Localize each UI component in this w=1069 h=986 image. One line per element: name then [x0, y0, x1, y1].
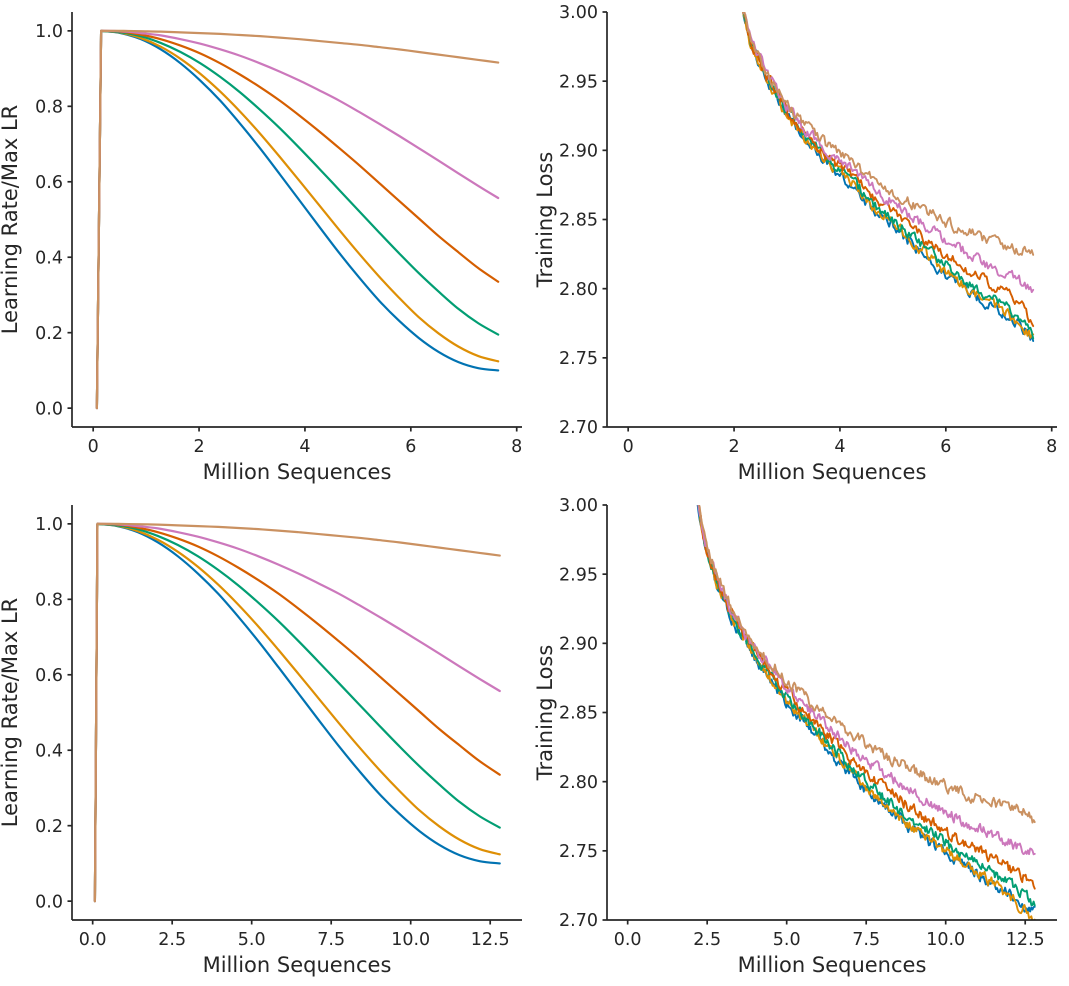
svg-text:2.85: 2.85 — [559, 704, 598, 724]
svg-text:10.0: 10.0 — [926, 930, 965, 950]
svg-text:2.90: 2.90 — [559, 141, 598, 161]
svg-text:0.2: 0.2 — [35, 324, 63, 344]
svg-text:3.00: 3.00 — [559, 496, 598, 516]
svg-text:2: 2 — [193, 437, 204, 457]
chart-lr-schedule-short-canvas: 0 2 4 6 8 0.0 0.2 0.4 0.6 0.8 1.0 Million Sequences… — [0, 12, 522, 484]
svg-text:5.0: 5.0 — [238, 930, 266, 950]
svg-text:12.5: 12.5 — [1006, 930, 1045, 950]
svg-text:0.0: 0.0 — [35, 399, 63, 419]
svg-text:6: 6 — [940, 437, 951, 457]
svg-text:2.75: 2.75 — [559, 349, 598, 369]
svg-text:1.0: 1.0 — [35, 22, 63, 42]
svg-text:Million Sequences: Million Sequences — [738, 953, 927, 977]
svg-text:Million Sequences: Million Sequences — [203, 953, 392, 977]
svg-text:4: 4 — [299, 437, 310, 457]
svg-text:0: 0 — [88, 437, 99, 457]
chart-training-loss-long: 0.0 2.5 5.0 7.5 10.0 12.5 2.70 2.75 2.80 2.85 2.90… — [535, 493, 1069, 986]
svg-text:0: 0 — [623, 437, 634, 457]
svg-text:2.70: 2.70 — [559, 911, 598, 931]
svg-text:2.85: 2.85 — [559, 211, 598, 231]
svg-text:Learning Rate/Max LR: Learning Rate/Max LR — [0, 105, 22, 334]
chart-lr-schedule-short: 0 2 4 6 8 0.0 0.2 0.4 0.6 0.8 1.0 Million Sequences… — [0, 0, 535, 493]
svg-text:2.95: 2.95 — [559, 565, 598, 585]
svg-text:0.2: 0.2 — [35, 817, 63, 837]
svg-text:2.5: 2.5 — [158, 930, 186, 950]
svg-text:12.5: 12.5 — [471, 930, 510, 950]
svg-text:4: 4 — [834, 437, 845, 457]
svg-text:0.8: 0.8 — [35, 97, 63, 117]
chart-lr-schedule-long-canvas: 0.0 2.5 5.0 7.5 10.0 12.5 0.0 0.2 0.4 0.6 0.8 1.0 Mi… — [0, 505, 522, 977]
chart-training-loss-short: 0 2 4 6 8 2.70 2.75 2.80 2.85 2.90 2.95 3.00 Million… — [535, 0, 1069, 493]
svg-text:1.0: 1.0 — [35, 515, 63, 535]
svg-text:Million Sequences: Million Sequences — [203, 460, 392, 484]
svg-text:10.0: 10.0 — [391, 930, 430, 950]
svg-text:5.0: 5.0 — [773, 930, 801, 950]
svg-text:6: 6 — [405, 437, 416, 457]
svg-text:8: 8 — [1046, 437, 1057, 457]
svg-text:8: 8 — [511, 437, 522, 457]
svg-text:Learning Rate/Max LR: Learning Rate/Max LR — [0, 598, 22, 827]
svg-text:2.95: 2.95 — [559, 72, 598, 92]
svg-text:0.4: 0.4 — [35, 248, 63, 268]
svg-text:Training Loss: Training Loss — [535, 645, 557, 782]
svg-text:2.80: 2.80 — [559, 280, 598, 300]
svg-text:Training Loss: Training Loss — [535, 152, 557, 289]
chart-training-loss-long-canvas: 0.0 2.5 5.0 7.5 10.0 12.5 2.70 2.75 2.80 2.85 2.90… — [535, 496, 1057, 977]
svg-text:3.00: 3.00 — [559, 3, 598, 23]
svg-text:Million Sequences: Million Sequences — [738, 460, 927, 484]
svg-text:7.5: 7.5 — [317, 930, 345, 950]
svg-text:0.0: 0.0 — [79, 930, 107, 950]
svg-text:7.5: 7.5 — [852, 930, 880, 950]
svg-text:0.0: 0.0 — [35, 892, 63, 912]
svg-text:2.90: 2.90 — [559, 634, 598, 654]
svg-text:0.0: 0.0 — [614, 930, 642, 950]
svg-text:2.70: 2.70 — [559, 418, 598, 438]
svg-text:0.6: 0.6 — [35, 173, 63, 193]
svg-text:2: 2 — [728, 437, 739, 457]
svg-text:2.5: 2.5 — [693, 930, 721, 950]
svg-text:0.8: 0.8 — [35, 590, 63, 610]
svg-text:2.80: 2.80 — [559, 773, 598, 793]
svg-text:2.75: 2.75 — [559, 842, 598, 862]
svg-text:0.6: 0.6 — [35, 666, 63, 686]
chart-lr-schedule-long: 0.0 2.5 5.0 7.5 10.0 12.5 0.0 0.2 0.4 0.6 0.8 1.0 Mi… — [0, 493, 535, 986]
svg-text:0.4: 0.4 — [35, 741, 63, 761]
chart-training-loss-short-canvas: 0 2 4 6 8 2.70 2.75 2.80 2.85 2.90 2.95 3.00 Million… — [535, 3, 1057, 484]
